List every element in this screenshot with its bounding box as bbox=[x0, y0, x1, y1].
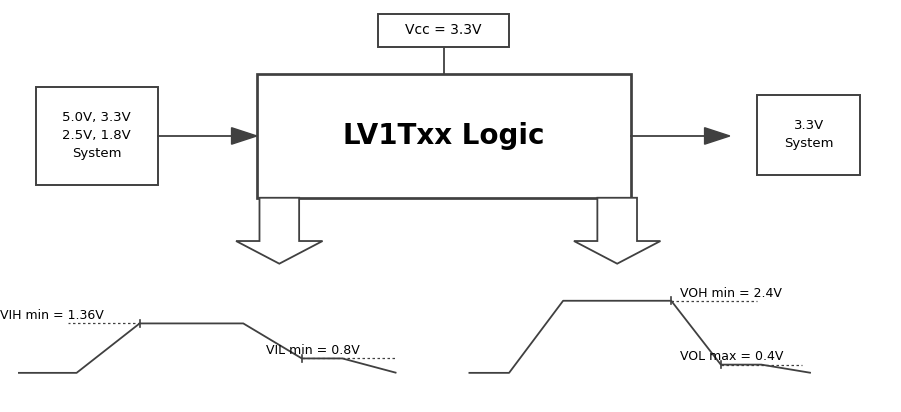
Text: VIL min = 0.8V: VIL min = 0.8V bbox=[266, 344, 359, 357]
Polygon shape bbox=[574, 198, 660, 264]
Text: LV1Txx Logic: LV1Txx Logic bbox=[343, 122, 544, 150]
Text: VOL max = 0.4V: VOL max = 0.4V bbox=[680, 350, 784, 363]
Bar bbox=[378, 14, 509, 47]
Polygon shape bbox=[232, 128, 257, 144]
Text: 5.0V, 3.3V
2.5V, 1.8V
System: 5.0V, 3.3V 2.5V, 1.8V System bbox=[62, 112, 132, 160]
Text: 3.3V
System: 3.3V System bbox=[784, 119, 833, 150]
Text: Vcc = 3.3V: Vcc = 3.3V bbox=[405, 23, 482, 37]
Polygon shape bbox=[705, 128, 730, 144]
Bar bbox=[36, 87, 158, 185]
Text: VIH min = 1.36V: VIH min = 1.36V bbox=[0, 309, 104, 322]
Bar bbox=[257, 74, 631, 198]
Polygon shape bbox=[236, 198, 323, 264]
Bar bbox=[757, 95, 860, 175]
Text: VOH min = 2.4V: VOH min = 2.4V bbox=[680, 286, 782, 300]
